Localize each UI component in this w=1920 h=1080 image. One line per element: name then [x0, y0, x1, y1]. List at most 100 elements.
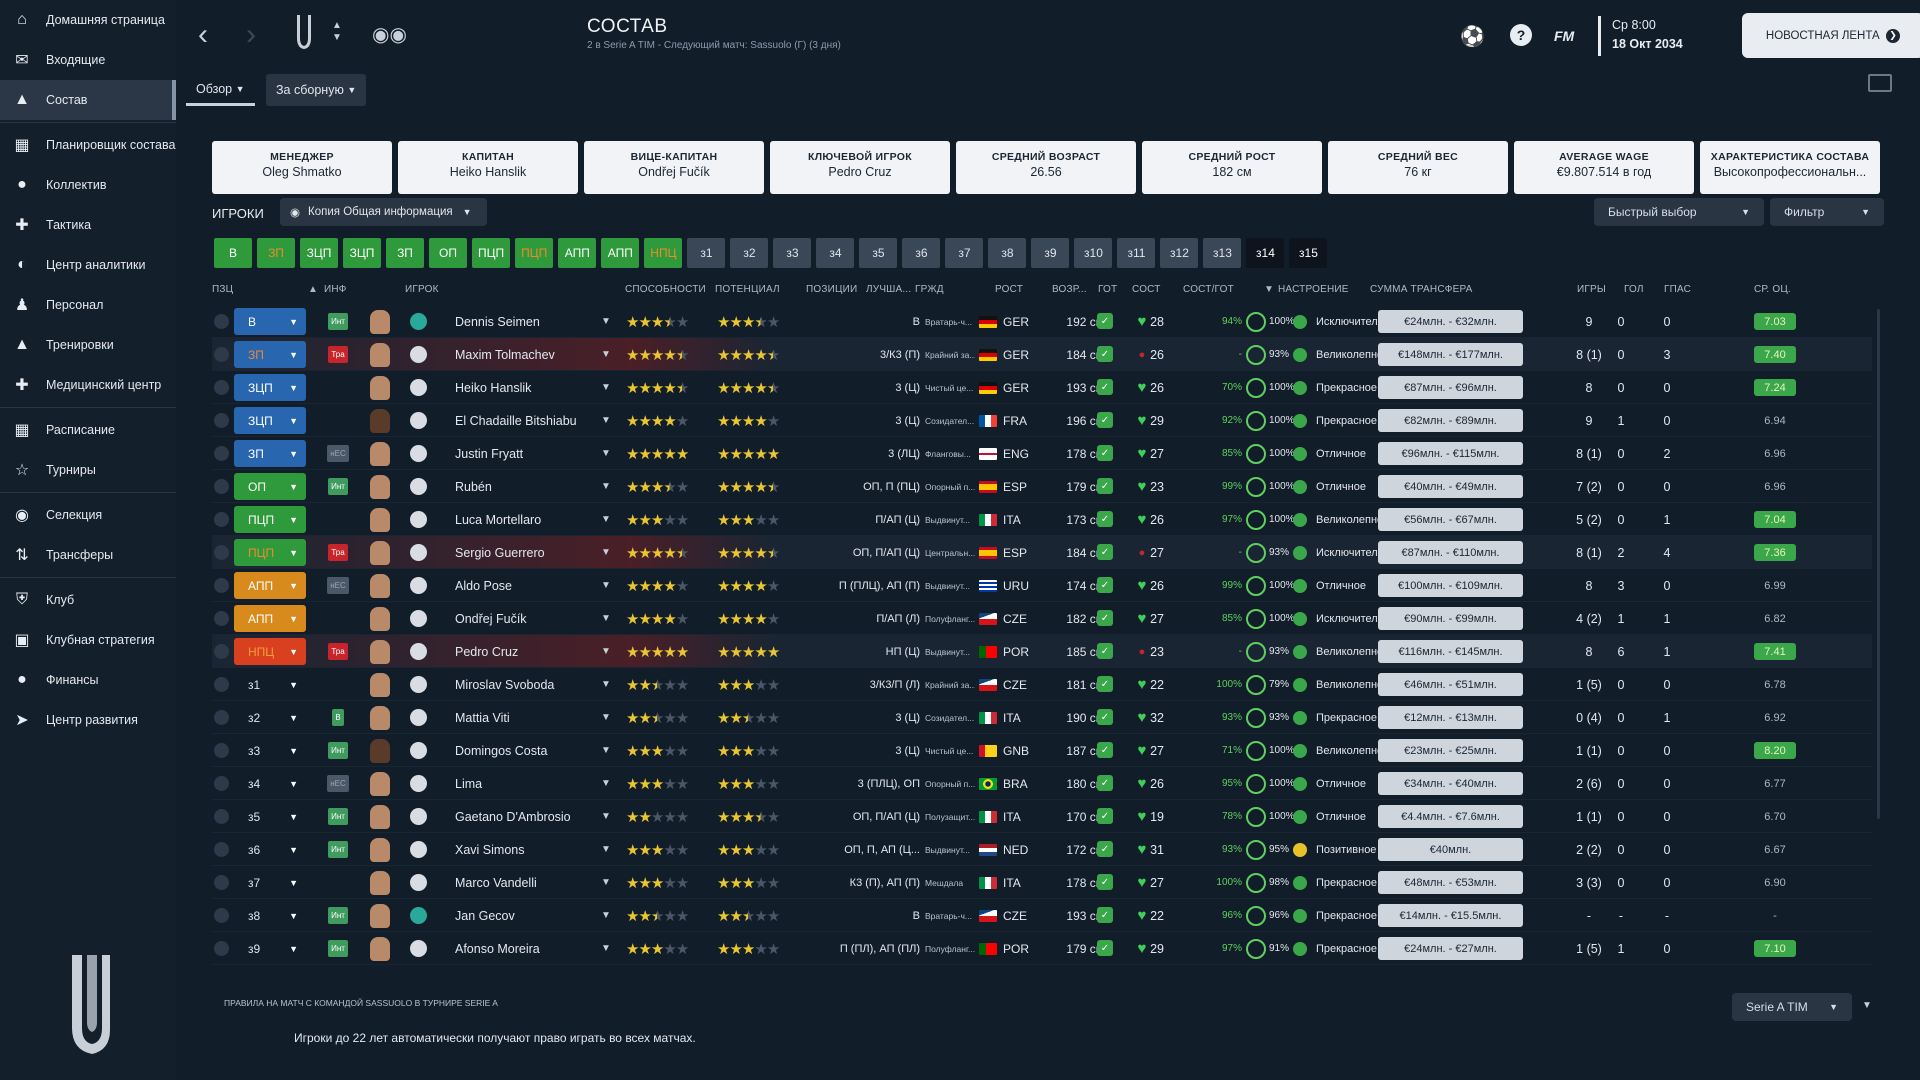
row-select-checkbox[interactable] — [214, 800, 230, 833]
position-select[interactable]: з9 ▼ — [234, 935, 306, 962]
position-chip[interactable]: ЗП — [257, 238, 295, 268]
position-chip[interactable]: з11 — [1117, 238, 1156, 268]
ball-icon[interactable]: ⚽ — [1460, 26, 1485, 48]
position-select[interactable]: АПП ▼ — [234, 572, 306, 599]
player-name[interactable]: Jan Gecov — [455, 908, 515, 923]
player-name[interactable]: Justin Fryatt — [455, 446, 524, 461]
sidebar-item-5[interactable]: ✚ Тактика — [0, 205, 176, 245]
col-height[interactable]: РОСТ — [995, 284, 1024, 295]
table-row[interactable]: з6 ▼ Инт Xavi Simons ▼ ★ ★ ★ ★ ★ ★ ★ ★ ★ ★ ОП, П, АП (Ц… — [212, 833, 1872, 866]
player-name[interactable]: Heiko Hanslik — [455, 380, 532, 395]
position-select[interactable]: ПЦП ▼ — [234, 539, 306, 566]
tab-overview[interactable]: Обзор ▼ — [186, 74, 255, 106]
position-chip[interactable]: з10 — [1074, 238, 1113, 268]
table-row[interactable]: НПЦ ▼ Тра Pedro Cruz ▼ ★ ★ ★ ★ ★ ★ ★ ★ ★ ★ НП (Ц) Выдвин… — [212, 635, 1872, 668]
row-select-checkbox[interactable] — [214, 437, 230, 470]
table-row[interactable]: В ▼ Инт Dennis Seimen ▼ ★ ★ ★ ★ ★ ★ ★ ★ ★ ★ В Вратарь-ч.… — [212, 305, 1872, 338]
chevron-down-icon[interactable]: ▼ — [601, 382, 611, 393]
tab-international[interactable]: За сборную ▼ — [266, 74, 367, 106]
chevron-down-icon[interactable]: ▼ — [601, 844, 611, 855]
chevron-down-icon[interactable]: ▼ — [601, 415, 611, 426]
col-games[interactable]: ИГРЫ — [1577, 284, 1606, 295]
fm-logo[interactable]: FM — [1554, 28, 1575, 44]
col-positions[interactable]: ПОЗИЦИИ — [806, 284, 858, 295]
table-row[interactable]: ПЦП ▼ Luca Mortellaro ▼ ★ ★ ★ ★ ★ ★ ★ ★ ★ ★ П/АП (Ц) Вы… — [212, 503, 1872, 536]
table-row[interactable]: з3 ▼ Инт Domingos Costa ▼ ★ ★ ★ ★ ★ ★ ★ ★ ★ ★ 3 (Ц) Чист… — [212, 734, 1872, 767]
position-select[interactable]: НПЦ ▼ — [234, 638, 306, 665]
col-player[interactable]: ИГРОК — [405, 284, 439, 295]
chevron-down-icon[interactable]: ▼ — [601, 448, 611, 459]
table-row[interactable]: з5 ▼ Инт Gaetano D'Ambrosio ▼ ★ ★ ★ ★ ★ ★ ★ ★ ★ ★ ОП, П… — [212, 800, 1872, 833]
chevron-down-icon[interactable]: ▼ — [601, 547, 611, 558]
sidebar-item-16[interactable]: ● Финансы — [0, 660, 176, 700]
position-chip[interactable]: з2 — [730, 238, 769, 268]
position-chip[interactable]: з8 — [988, 238, 1027, 268]
chevron-down-icon[interactable]: ▼ — [601, 877, 611, 888]
table-row[interactable]: АПП ▼ нЕС Aldo Pose ▼ ★ ★ ★ ★ ★ ★ ★ ★ ★ ★ П (ПЛЦ), АП (… — [212, 569, 1872, 602]
player-name[interactable]: El Chadaille Bitshiabu — [455, 413, 577, 428]
player-name[interactable]: Rubén — [455, 479, 492, 494]
sidebar-item-4[interactable]: ● Коллектив — [0, 165, 176, 205]
chevron-down-icon[interactable]: ▼ — [601, 514, 611, 525]
position-chip[interactable]: з14 — [1246, 238, 1285, 268]
col-ready[interactable]: ГОТ — [1098, 284, 1118, 295]
position-select[interactable]: ЗП ▼ — [234, 341, 306, 368]
table-row[interactable]: з2 ▼ В Mattia Viti ▼ ★ ★ ★ ★ ★ ★ ★ ★ ★ ★ 3 (Ц) Созидател… — [212, 701, 1872, 734]
position-select[interactable]: В ▼ — [234, 308, 306, 335]
player-name[interactable]: Afonso Moreira — [455, 941, 540, 956]
chevron-down-icon[interactable]: ▼ — [601, 646, 611, 657]
col-potential[interactable]: ПОТЕНЦИАЛ — [715, 284, 780, 295]
position-chip[interactable]: АПП — [601, 238, 640, 268]
player-name[interactable]: Luca Mortellaro — [455, 512, 542, 527]
table-row[interactable]: АПП ▼ Ondřej Fučík ▼ ★ ★ ★ ★ ★ ★ ★ ★ ★ ★ П/АП (Л) Полуф… — [212, 602, 1872, 635]
col-info[interactable]: ИНФ — [324, 284, 347, 295]
player-name[interactable]: Sergio Guerrero — [455, 545, 545, 560]
row-select-checkbox[interactable] — [214, 635, 230, 668]
row-select-checkbox[interactable] — [214, 833, 230, 866]
player-name[interactable]: Gaetano D'Ambrosio — [455, 809, 571, 824]
sidebar-item-8[interactable]: ▲ Тренировки — [0, 325, 176, 365]
col-nat[interactable]: ГРЖД — [915, 284, 944, 295]
position-select[interactable]: з5 ▼ — [234, 803, 306, 830]
row-select-checkbox[interactable] — [214, 734, 230, 767]
row-select-checkbox[interactable] — [214, 767, 230, 800]
collapse-chevron-icon[interactable]: ▼ — [1862, 1000, 1872, 1011]
col-pos[interactable]: ПЗЦ — [212, 284, 234, 295]
row-select-checkbox[interactable] — [214, 866, 230, 899]
position-chip[interactable]: з1 — [687, 238, 726, 268]
position-select[interactable]: ЗЦП ▼ — [234, 407, 306, 434]
chevron-down-icon[interactable]: ▼ — [601, 316, 611, 327]
chevron-down-icon[interactable]: ▼ — [601, 481, 611, 492]
table-row[interactable]: з1 ▼ Miroslav Svoboda ▼ ★ ★ ★ ★ ★ ★ ★ ★ ★ ★ 3/К3/П (Л)… — [212, 668, 1872, 701]
row-select-checkbox[interactable] — [214, 338, 230, 371]
row-select-checkbox[interactable] — [214, 932, 230, 965]
position-chip[interactable]: ПЦП — [472, 238, 511, 268]
position-select[interactable]: з6 ▼ — [234, 836, 306, 863]
position-chip[interactable]: з15 — [1289, 238, 1328, 268]
competition-select[interactable]: Serie A TIM ▼ — [1732, 993, 1852, 1021]
row-select-checkbox[interactable] — [214, 701, 230, 734]
quick-select-button[interactable]: Быстрый выбор ▼ — [1594, 198, 1764, 226]
chevron-down-icon[interactable]: ▼ — [601, 679, 611, 690]
sidebar-item-11[interactable]: ☆ Турниры — [0, 450, 176, 490]
player-name[interactable]: Domingos Costa — [455, 743, 548, 758]
col-best-role[interactable]: ЛУЧША... — [866, 284, 912, 295]
row-select-checkbox[interactable] — [214, 569, 230, 602]
sidebar-item-12[interactable]: ◉ Селекция — [0, 495, 176, 535]
col-fitness[interactable]: СОСТ/ГОТ — [1183, 284, 1234, 295]
info-card[interactable]: ХАРАКТЕРИСТИКА СОСТАВА Высокопрофессионал… — [1700, 141, 1880, 194]
table-row[interactable]: з4 ▼ нЕС Lima ▼ ★ ★ ★ ★ ★ ★ ★ ★ ★ ★ 3 (ПЛЦ), ОП Опорный … — [212, 767, 1872, 800]
col-age[interactable]: ВОЗР... — [1052, 284, 1087, 295]
row-select-checkbox[interactable] — [214, 602, 230, 635]
sidebar-item-10[interactable]: ▦ Расписание — [0, 410, 176, 450]
player-name[interactable]: Dennis Seimen — [455, 314, 540, 329]
info-card[interactable]: КАПИТАН Heiko Hanslik — [398, 141, 578, 194]
row-select-checkbox[interactable] — [214, 470, 230, 503]
position-chip[interactable]: АПП — [558, 238, 597, 268]
player-name[interactable]: Ondřej Fučík — [455, 611, 527, 626]
col-fee[interactable]: СУММА ТРАНСФЕРА — [1370, 284, 1473, 295]
position-chip[interactable]: з3 — [773, 238, 812, 268]
position-select[interactable]: з7 ▼ — [234, 869, 306, 896]
club-switch-icon[interactable]: ▲ ▼ — [332, 20, 342, 43]
position-chip[interactable]: НПЦ — [644, 238, 683, 268]
